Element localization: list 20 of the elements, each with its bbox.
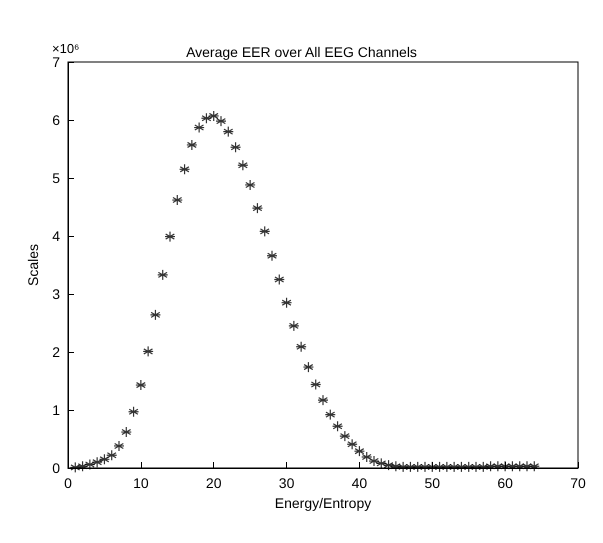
y-tick-label: 4: [52, 228, 60, 244]
x-tick-label: 70: [570, 475, 586, 491]
y-tick-label: 1: [52, 402, 60, 418]
x-axis-title: Energy/Entropy: [274, 495, 372, 511]
y-tick-label: 7: [52, 54, 60, 70]
x-tick-label: 20: [206, 475, 222, 491]
y-tick-label: 3: [52, 286, 60, 302]
x-tick-label: 40: [352, 475, 368, 491]
y-tick-label: 0: [52, 460, 60, 476]
y-tick-label: 5: [52, 170, 60, 186]
chart-title: Average EER over All EEG Channels: [186, 44, 417, 60]
x-tick-label: 60: [497, 475, 514, 491]
x-tick-label: 50: [424, 475, 440, 491]
y-axis-title: Scales: [25, 244, 41, 286]
text: ×10⁶: [52, 41, 80, 56]
x-tick-label: 10: [133, 475, 149, 491]
y-tick-label: 2: [52, 344, 60, 360]
x-tick-label: 30: [278, 475, 295, 491]
y-tick-label: 6: [52, 112, 60, 128]
x-tick-label: 0: [64, 475, 72, 491]
